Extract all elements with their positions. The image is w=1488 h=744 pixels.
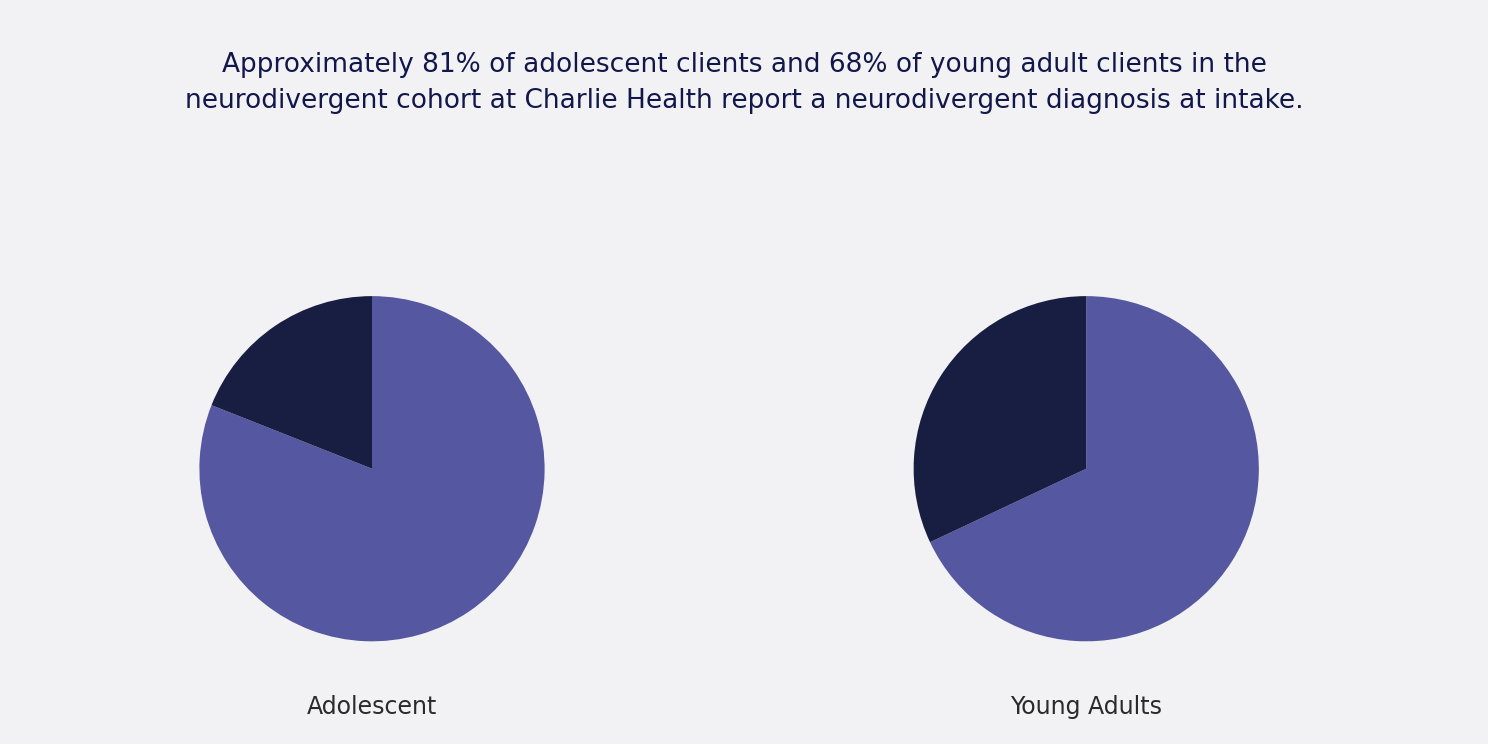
Wedge shape xyxy=(930,296,1259,641)
Text: Approximately 81% of adolescent clients and 68% of young adult clients in the
ne: Approximately 81% of adolescent clients … xyxy=(185,52,1303,114)
Text: Adolescent: Adolescent xyxy=(307,695,437,719)
Wedge shape xyxy=(199,296,545,641)
Text: Young Adults: Young Adults xyxy=(1010,695,1162,719)
Wedge shape xyxy=(211,296,372,469)
Wedge shape xyxy=(914,296,1086,542)
